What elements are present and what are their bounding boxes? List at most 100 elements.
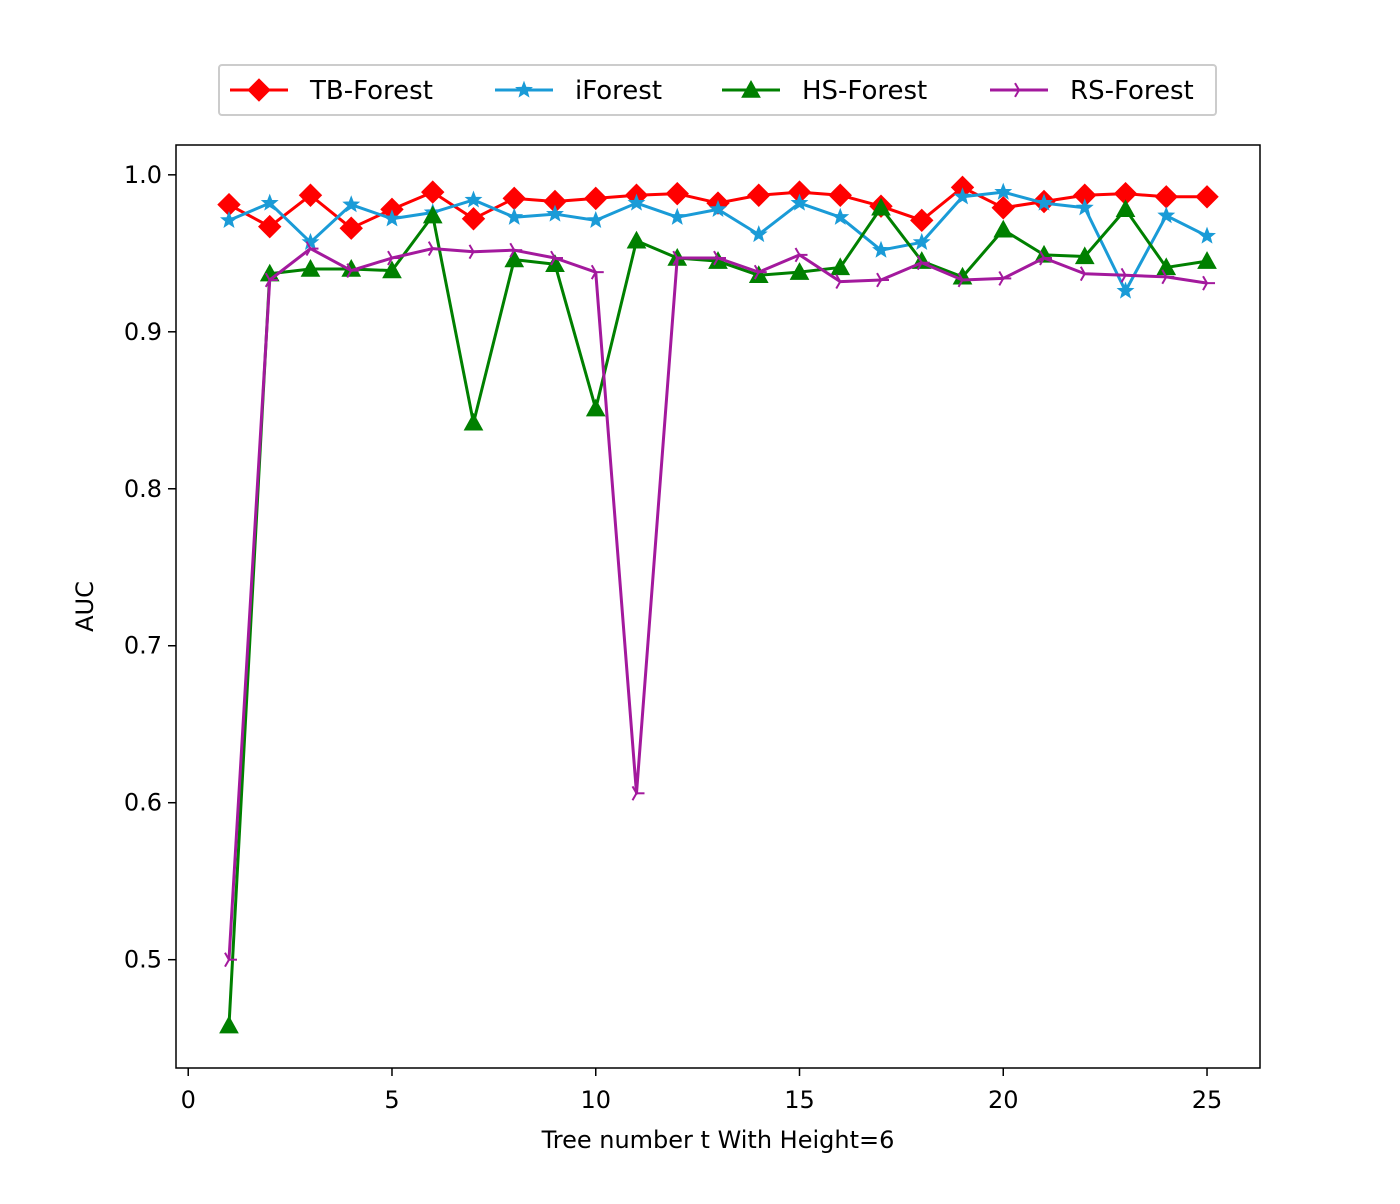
legend-entry: RS-Forest [990,76,1194,106]
star-marker [912,232,931,250]
triangle-marker [1074,246,1095,265]
star-marker [872,240,890,258]
marker-arm [1202,282,1208,291]
marker-arm [1039,250,1045,259]
marker-arm [672,257,679,266]
y-tick-label: 1.0 [124,161,162,189]
marker-arm [835,281,842,289]
star-marker [749,225,768,243]
marker-arm [631,785,638,794]
marker-arm [427,241,434,250]
tri-right-marker [1014,82,1027,98]
legend-label: RS-Forest [1070,76,1194,106]
tri-right-marker [224,952,237,968]
star-marker [301,232,320,250]
marker-arm [876,279,882,288]
marker-arm [387,257,393,266]
marker-arm [1039,257,1045,266]
diamond-marker [1154,185,1178,209]
marker-arm [998,270,1005,279]
series-rs-forest [224,241,1216,968]
legend-label: TB-Forest [309,76,433,106]
tri-right-marker [794,247,808,263]
marker-arm [753,264,760,273]
marker-arm [957,272,964,281]
triangle-marker [626,230,647,249]
marker-arm [224,959,230,968]
tri-right-marker [1202,275,1216,291]
marker-arm [1014,89,1020,98]
marker-arm [1161,269,1168,278]
marker-arm [713,257,719,266]
series-line [227,247,1208,960]
axes: 0 5 10 15 20 25 0.5 0.6 0.7 0.8 0.9 1.0 Tree number … [71,144,1261,1154]
star-marker [546,204,564,222]
marker-arm [224,952,230,961]
triangle-marker [504,249,525,268]
x-tick-label: 25 [1192,1086,1223,1114]
marker-arm [1079,273,1086,282]
marker-arm [1120,267,1127,276]
tri-right-marker [998,270,1012,286]
marker-arm [509,249,516,258]
marker-arm [509,242,516,251]
star-marker [1157,206,1176,224]
marker-arm [672,250,679,259]
marker-arm [264,279,271,288]
triangle-marker [300,258,321,277]
triangle-marker [993,219,1014,238]
marker-arm [550,257,556,266]
tri-right-marker [631,785,645,801]
tri-right-marker [957,272,971,288]
star-marker [1198,226,1216,244]
diamond-marker [1195,185,1219,209]
plot-frame [175,144,1261,1069]
diamond-marker [584,186,608,211]
triangle-marker [382,260,402,279]
marker-arm [305,241,312,250]
x-tick-label: 20 [988,1086,1019,1114]
marker-arm [550,250,556,259]
legend-label: iForest [575,76,662,106]
diamond-marker [665,181,689,206]
star-marker [260,193,279,211]
triangle-marker [422,205,443,224]
tri-right-marker [468,244,482,260]
legend-entry: TB-Forest [230,76,433,106]
marker-arm [916,262,923,271]
star-marker [831,207,850,225]
tri-right-marker [713,250,726,266]
triangle-marker [219,1015,239,1034]
y-axis-label: AUC [71,581,99,632]
y-tick-label: 0.6 [124,789,162,817]
marker-arm [916,255,923,264]
star-marker [515,80,533,98]
marker-arm [753,271,760,280]
series-iforest [220,182,1216,299]
diamond-marker [910,208,934,233]
tri-right-marker [753,264,767,280]
diamond-marker [298,183,323,207]
triangle-marker [741,79,761,98]
marker-arm [590,264,597,273]
tri-right-marker [1079,266,1093,282]
plot-area [217,175,1219,1034]
marker-arm [794,247,801,256]
star-marker [953,187,972,205]
marker-arm [468,251,475,260]
star-marker [342,195,361,213]
y-tick-label: 0.5 [124,946,162,974]
marker-arm [1120,274,1127,283]
legend-label: HS-Forest [802,76,927,106]
series-hs-forest [219,197,1217,1034]
y-tick-label: 0.8 [124,475,162,503]
tri-right-marker [509,242,523,258]
tri-right-marker [835,274,849,289]
triangle-marker [871,197,891,216]
series-line [227,206,1208,1026]
diamond-marker [421,180,445,204]
tri-right-marker [1120,267,1134,283]
star-marker [994,182,1013,200]
diamond-marker [747,183,771,207]
